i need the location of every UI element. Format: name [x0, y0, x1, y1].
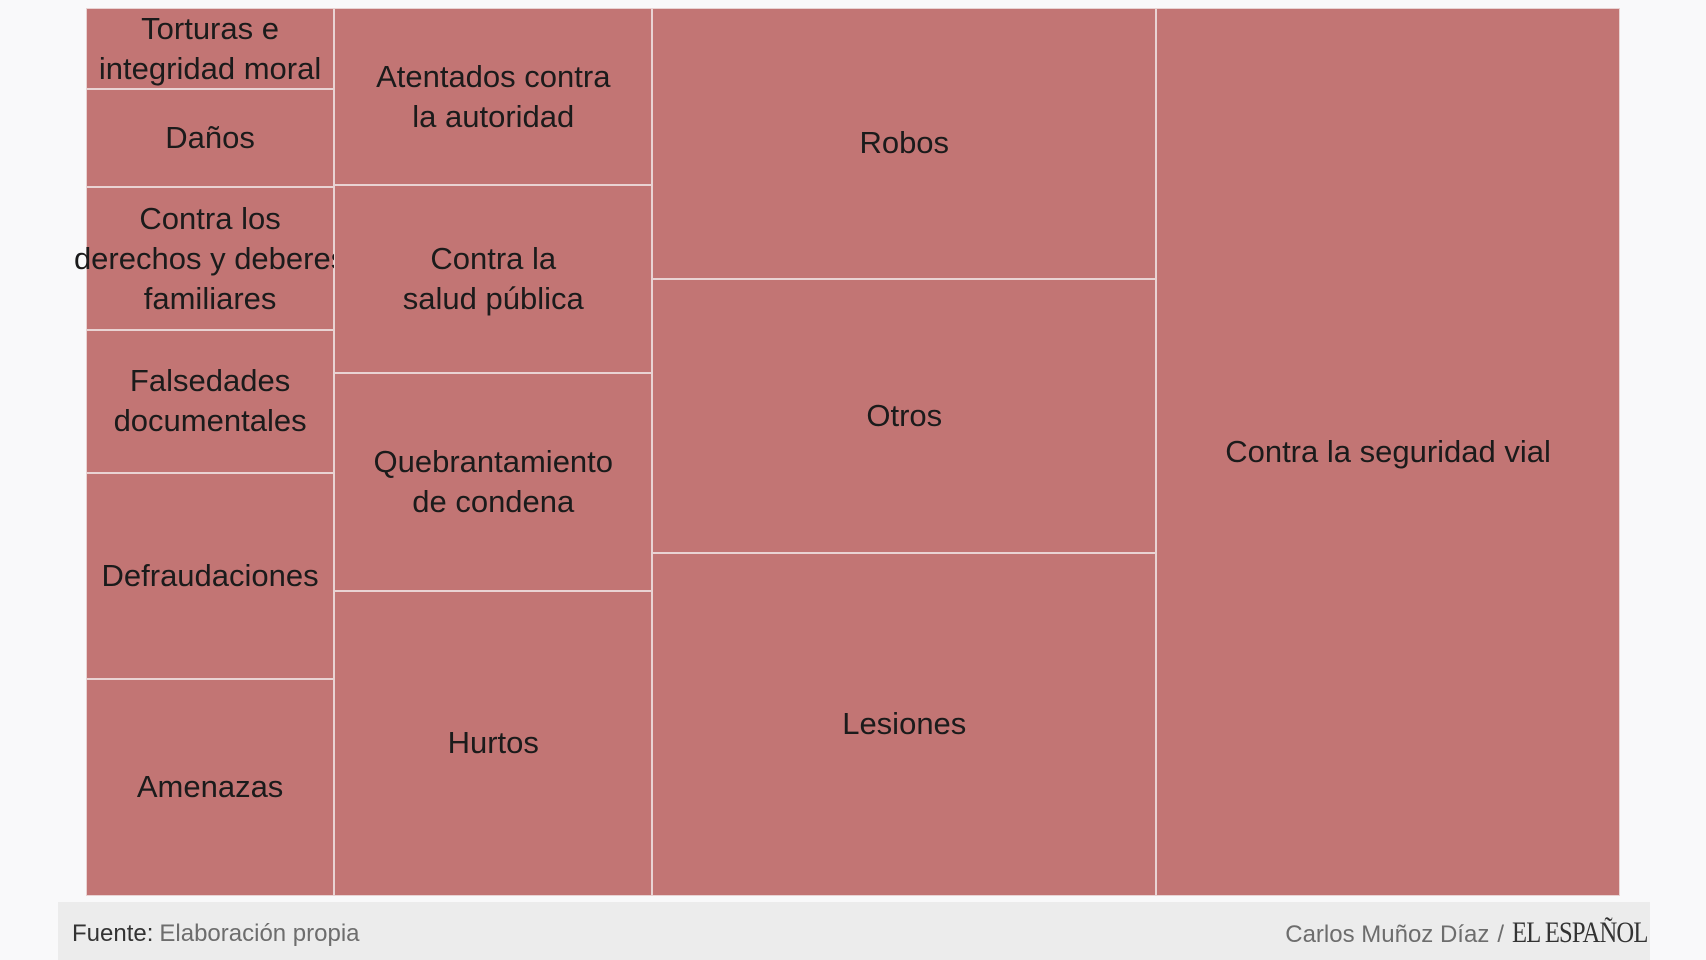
treemap-cell-label-line: documentales: [113, 403, 307, 439]
source-note: Fuente: Elaboración propia: [72, 920, 360, 948]
treemap-cell-label: Daños: [165, 118, 255, 158]
credits: Carlos Muñoz Díaz / EL ESPAÑOL: [1285, 916, 1648, 950]
treemap-cell-label-line: Atentados contra: [376, 58, 611, 94]
treemap-cell-label: Atentados contra la autoridad: [376, 57, 610, 137]
treemap-cell-label-line: Quebrantamiento: [373, 443, 614, 479]
treemap-cell[interactable]: Contra los derechos y deberes familiares: [74, 187, 346, 330]
treemap-cell-label: Defraudaciones: [102, 556, 319, 596]
treemap-cell-label-line: Torturas e: [141, 10, 279, 46]
treemap-cell[interactable]: Quebrantamiento de condena: [334, 373, 653, 591]
treemap-cell[interactable]: Robos: [652, 8, 1157, 279]
treemap-cell-label-line: Otros: [866, 397, 943, 433]
treemap-cell-label-line: integridad moral: [98, 50, 322, 86]
treemap-cell-label-line: derechos y deberes: [73, 240, 347, 276]
treemap-cell-label: Otros: [866, 396, 942, 436]
treemap-cell-label-line: Falsedades: [129, 363, 291, 399]
treemap-cell-label: Falsedades documentales: [114, 361, 307, 441]
treemap-cell-label-line: familiares: [143, 280, 277, 316]
treemap-cell-label-line: Amenazas: [136, 769, 284, 805]
brand-logo[interactable]: EL ESPAÑOL: [1512, 916, 1648, 949]
treemap-cell-label-line: Hurtos: [447, 725, 539, 761]
treemap-chart: Torturas e integridad moral Daños Contra lo…: [74, 8, 1620, 896]
treemap-cell[interactable]: Hurtos: [334, 590, 653, 896]
treemap-cell-label-line: salud pública: [402, 281, 584, 317]
treemap-cell-label: Hurtos: [448, 723, 539, 763]
treemap-cell[interactable]: Falsedades documentales: [86, 330, 335, 473]
treemap-cell-label-line: Lesiones: [842, 706, 967, 742]
treemap-cell-label-line: la autoridad: [412, 98, 575, 134]
treemap-cell[interactable]: Otros: [652, 278, 1157, 553]
chart-footer: Fuente: Elaboración propia Carlos Muñoz D…: [58, 902, 1650, 960]
treemap-cell-label: Amenazas: [137, 767, 283, 807]
treemap-cell[interactable]: Contra la seguridad vial: [1156, 8, 1620, 896]
treemap-cell-label-line: Contra los: [139, 200, 281, 236]
treemap-cell[interactable]: Defraudaciones: [86, 472, 335, 679]
treemap-cell-label: Torturas e integridad moral: [99, 9, 321, 89]
source-label: Fuente:: [72, 920, 154, 947]
treemap-cell-label-line: Daños: [165, 120, 255, 156]
treemap-cell-label: Contra la salud pública: [403, 239, 584, 319]
treemap-cell-label-line: Contra la seguridad vial: [1225, 434, 1551, 469]
treemap-cell-label-line: Defraudaciones: [101, 557, 319, 593]
treemap-cell-label-line: Contra la: [430, 241, 557, 277]
treemap-cell-label: Contra la seguridad vial: [1225, 432, 1551, 472]
treemap-cell-label-line: de condena: [412, 483, 575, 519]
credit-separator: /: [1497, 921, 1504, 948]
treemap-cell-label: Robos: [859, 123, 949, 163]
source-value: Elaboración propia: [159, 920, 360, 947]
treemap-cell[interactable]: Contra la salud pública: [334, 185, 653, 374]
author-name: Carlos Muñoz Díaz: [1285, 921, 1490, 948]
treemap-cell[interactable]: Lesiones: [652, 552, 1157, 896]
treemap-cell-label: Quebrantamiento de condena: [373, 442, 613, 522]
treemap-cell[interactable]: Atentados contra la autoridad: [334, 8, 653, 186]
treemap-cell[interactable]: Torturas e integridad moral: [86, 8, 335, 90]
treemap-cell[interactable]: Amenazas: [86, 678, 335, 896]
treemap-cell-label: Contra los derechos y deberes familiares: [74, 199, 346, 319]
treemap-cell[interactable]: Daños: [86, 89, 335, 188]
treemap-cell-label: Lesiones: [842, 704, 966, 744]
treemap-cell-label-line: Robos: [859, 125, 950, 161]
